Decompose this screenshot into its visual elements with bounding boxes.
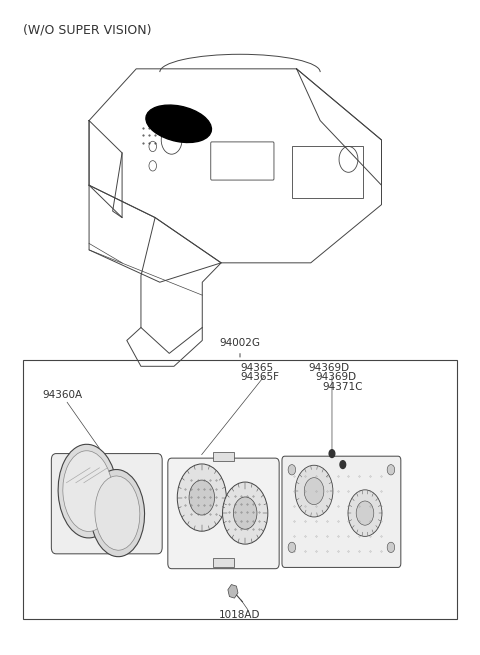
Ellipse shape — [58, 444, 117, 538]
Text: 1018AD: 1018AD — [219, 610, 261, 620]
Circle shape — [233, 497, 257, 529]
Circle shape — [189, 480, 215, 515]
Text: 94369D: 94369D — [315, 373, 357, 383]
FancyBboxPatch shape — [51, 454, 162, 554]
Circle shape — [387, 464, 395, 475]
Text: 94365F: 94365F — [240, 373, 279, 383]
Text: 94365: 94365 — [240, 363, 273, 373]
Bar — [213, 453, 234, 461]
Text: 94002G: 94002G — [219, 338, 261, 348]
FancyBboxPatch shape — [282, 456, 401, 567]
Circle shape — [223, 482, 268, 544]
Ellipse shape — [63, 451, 112, 531]
FancyBboxPatch shape — [168, 458, 279, 569]
Circle shape — [304, 477, 324, 504]
Circle shape — [356, 501, 374, 525]
Circle shape — [340, 460, 346, 468]
Ellipse shape — [90, 470, 144, 557]
Circle shape — [288, 542, 296, 553]
Bar — [292, 147, 362, 198]
Circle shape — [295, 465, 333, 517]
Circle shape — [177, 464, 227, 531]
Circle shape — [348, 490, 382, 536]
Text: (W/O SUPER VISION): (W/O SUPER VISION) — [23, 24, 152, 37]
Ellipse shape — [95, 476, 140, 550]
Text: 94369D: 94369D — [308, 363, 349, 373]
Bar — [23, 360, 457, 618]
Circle shape — [387, 542, 395, 553]
Circle shape — [288, 464, 296, 475]
Text: 94371C: 94371C — [323, 382, 363, 392]
Ellipse shape — [146, 105, 211, 143]
Bar — [213, 557, 234, 567]
Text: 94360A: 94360A — [42, 390, 82, 400]
Circle shape — [329, 450, 335, 457]
